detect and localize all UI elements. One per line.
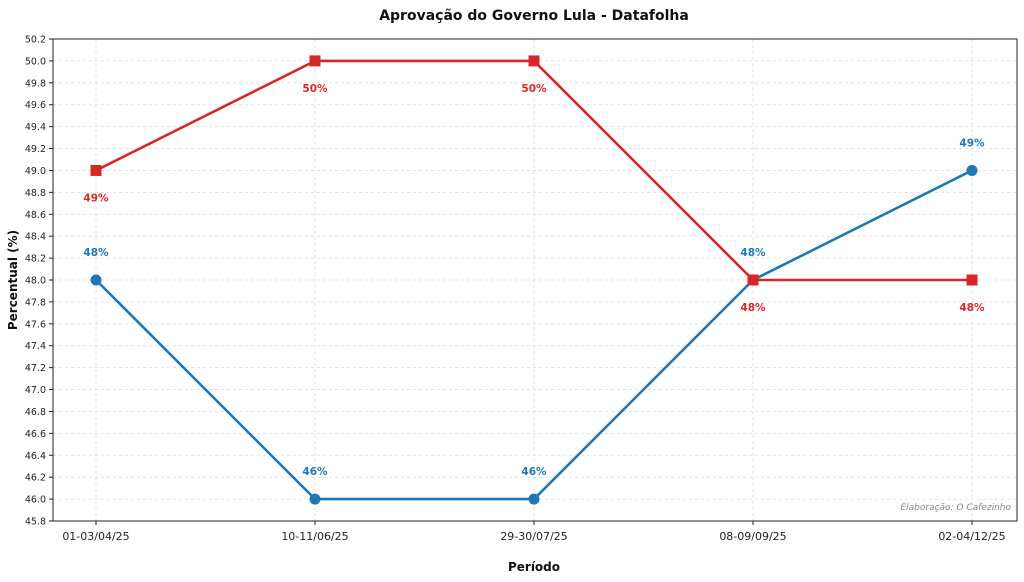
y-tick-label: 46.8 — [25, 407, 46, 418]
y-tick-label: 47.8 — [25, 297, 46, 308]
data-point-marker — [309, 55, 321, 67]
y-tick-label: 45.8 — [25, 517, 46, 528]
data-label: 46% — [302, 466, 328, 478]
x-tick-label: 29-30/07/25 — [500, 530, 567, 543]
data-label: 48% — [740, 247, 766, 259]
y-tick-label: 49.0 — [25, 166, 46, 177]
data-label: 46% — [521, 466, 547, 478]
x-axis-ticks: 01-03/04/25 10-11/06/25 29-30/07/25 08-09/0… — [62, 521, 1006, 543]
x-tick-label: 01-03/04/25 — [62, 530, 129, 543]
y-tick-label: 50.0 — [25, 56, 46, 67]
y-tick-label: 46.4 — [25, 451, 46, 462]
data-label: 50% — [302, 83, 328, 95]
y-tick-label: 48.0 — [25, 276, 46, 287]
data-point-marker — [966, 274, 978, 286]
x-axis-title: Período — [508, 560, 560, 574]
y-tick-label: 50.2 — [25, 35, 46, 46]
data-point-marker — [966, 164, 978, 176]
x-tick-label: 08-09/09/25 — [719, 530, 786, 543]
y-tick-label: 49.4 — [25, 122, 46, 133]
y-tick-label: 46.6 — [25, 429, 46, 440]
y-tick-label: 46.2 — [25, 473, 46, 484]
data-point-marker — [309, 493, 321, 505]
y-tick-label: 48.8 — [25, 188, 46, 199]
series-lines — [90, 55, 978, 505]
data-label: 48% — [83, 247, 109, 259]
data-labels: 48% 46% 46% 48% 49% 49% 50% 50% 48% 48% — [83, 83, 985, 478]
data-point-marker — [90, 164, 102, 176]
y-tick-label: 47.6 — [25, 319, 46, 330]
y-tick-label: 48.6 — [25, 210, 46, 221]
data-label: 49% — [83, 192, 109, 204]
y-tick-label: 48.2 — [25, 254, 46, 265]
y-tick-label: 47.4 — [25, 341, 46, 352]
y-tick-label: 47.2 — [25, 363, 46, 374]
x-tick-label: 10-11/06/25 — [281, 530, 348, 543]
data-label: 48% — [959, 302, 985, 314]
chart-title: Aprovação do Governo Lula - Datafolha — [379, 8, 689, 24]
x-tick-label: 02-04/12/25 — [938, 530, 1005, 543]
y-tick-label: 49.2 — [25, 144, 46, 155]
y-tick-label: 47.0 — [25, 385, 46, 396]
plot-frame — [52, 38, 1018, 522]
data-point-marker — [528, 493, 540, 505]
data-point-marker — [90, 274, 102, 286]
y-axis-title: Percentual (%) — [6, 230, 20, 330]
y-tick-label: 46.0 — [25, 495, 46, 506]
y-tick-label: 49.6 — [25, 100, 46, 111]
y-tick-label: 48.4 — [25, 232, 46, 243]
data-point-marker — [747, 274, 759, 286]
credit-text: Elaboração: O Cafezinho — [900, 503, 1011, 513]
data-label: 48% — [740, 302, 766, 314]
y-tick-label: 49.8 — [25, 78, 46, 89]
data-point-marker — [528, 55, 540, 67]
y-axis-ticks: 45.8 46.0 46.2 46.4 46.6 46.8 47.0 47.2 47.4 47.6… — [25, 35, 53, 528]
data-label: 50% — [521, 83, 547, 95]
data-label: 49% — [959, 137, 985, 149]
